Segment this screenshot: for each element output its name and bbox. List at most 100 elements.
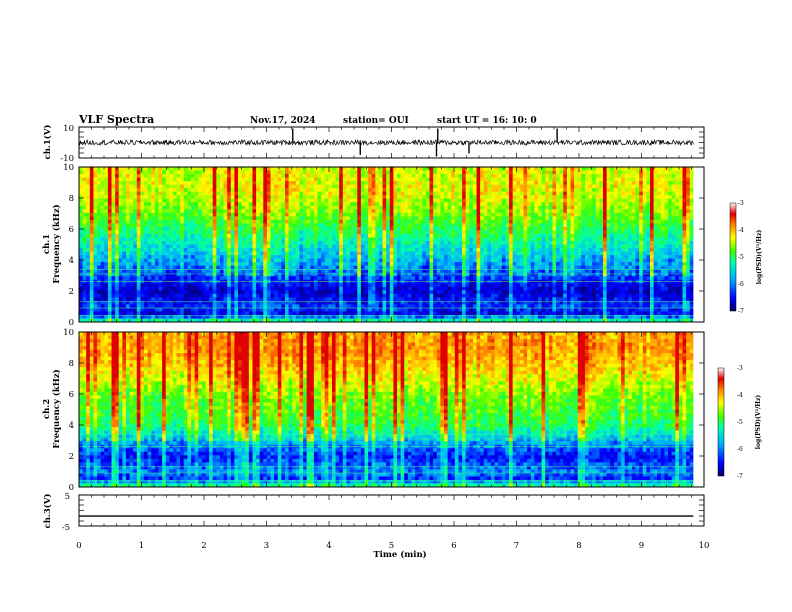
spec-cell bbox=[382, 240, 387, 245]
spec-cell bbox=[317, 226, 322, 231]
spec-cell bbox=[313, 237, 318, 242]
spec-cell bbox=[115, 318, 120, 323]
spec-cell bbox=[118, 191, 123, 196]
spec-cell bbox=[86, 272, 91, 277]
spec-cell bbox=[89, 226, 94, 231]
spec-cell bbox=[346, 170, 351, 175]
spec-cell bbox=[223, 205, 228, 210]
spec-cell bbox=[440, 262, 445, 267]
spec-cell bbox=[342, 219, 347, 224]
spec-cell bbox=[285, 304, 290, 309]
spec-cell bbox=[115, 216, 120, 221]
spec-cell bbox=[259, 297, 264, 302]
spec-cell bbox=[397, 202, 402, 207]
spec-cell bbox=[176, 283, 181, 288]
spec-cell bbox=[324, 283, 329, 288]
spec-cell bbox=[328, 167, 333, 171]
spec-cell bbox=[411, 202, 416, 207]
spec-cell bbox=[93, 209, 98, 214]
spec-cell bbox=[234, 255, 239, 259]
spec-cell bbox=[324, 202, 329, 207]
spec-cell bbox=[194, 290, 199, 295]
spec-cell bbox=[285, 191, 290, 196]
spec-cell bbox=[281, 286, 286, 291]
spec-cell bbox=[451, 307, 456, 312]
spec-cell bbox=[447, 230, 452, 235]
spec-cell bbox=[371, 205, 376, 210]
spec-cell bbox=[180, 304, 185, 309]
spec-cell bbox=[462, 311, 467, 316]
spec-cell bbox=[209, 283, 214, 288]
spec-cell bbox=[140, 272, 145, 277]
spec-cell bbox=[263, 283, 268, 288]
spec-cell bbox=[270, 307, 275, 312]
spec-cell bbox=[400, 255, 405, 259]
spec-cell bbox=[140, 304, 145, 309]
spec-cell bbox=[259, 304, 264, 309]
spec-cell bbox=[216, 286, 221, 291]
spec-cell bbox=[339, 191, 344, 196]
spec-cell bbox=[400, 209, 405, 214]
spec-cell bbox=[147, 198, 152, 203]
spec-cell bbox=[400, 262, 405, 267]
spec-cell bbox=[389, 265, 394, 270]
spec-cell bbox=[205, 283, 210, 288]
spec-cell bbox=[331, 233, 336, 238]
spec-cell bbox=[223, 212, 228, 217]
spec-cell bbox=[133, 269, 138, 274]
spec-cell bbox=[447, 304, 452, 309]
spec-cell bbox=[245, 230, 250, 235]
spec-cell bbox=[425, 202, 430, 207]
spec-cell bbox=[382, 251, 387, 256]
spec-cell bbox=[404, 230, 409, 235]
spec-cell bbox=[407, 255, 412, 259]
spec-cell bbox=[422, 262, 427, 267]
spec-cell bbox=[353, 184, 358, 189]
spec-cell bbox=[212, 177, 217, 182]
spec-cell bbox=[331, 272, 336, 277]
spec-cell bbox=[415, 293, 420, 298]
spec-cell bbox=[458, 205, 463, 210]
spec-cell bbox=[404, 311, 409, 316]
spec-cell bbox=[266, 269, 271, 274]
spec-cell bbox=[158, 223, 163, 228]
spec-cell bbox=[397, 216, 402, 221]
spec-cell bbox=[191, 181, 196, 186]
spec-cell bbox=[136, 300, 141, 305]
spec-cell bbox=[299, 251, 304, 256]
spec-cell bbox=[122, 181, 127, 186]
spec-cell bbox=[339, 290, 344, 295]
spec-cell bbox=[331, 314, 336, 319]
spec-cell bbox=[266, 290, 271, 295]
spec-cell bbox=[133, 314, 138, 319]
spec-cell bbox=[469, 272, 474, 277]
spec-cell bbox=[125, 237, 130, 242]
spec-cell bbox=[350, 223, 355, 228]
spec-cell bbox=[194, 216, 199, 221]
spec-cell bbox=[462, 212, 467, 217]
spec-cell bbox=[230, 314, 235, 319]
spec-cell bbox=[97, 248, 102, 252]
spec-cell bbox=[346, 304, 351, 309]
spec-cell bbox=[462, 244, 467, 249]
spec-cell bbox=[404, 237, 409, 242]
spec-cell bbox=[274, 248, 279, 252]
spec-cell bbox=[429, 248, 434, 252]
spec-cell bbox=[82, 219, 87, 224]
spec-cell bbox=[418, 307, 423, 312]
spec-cell bbox=[180, 251, 185, 256]
spec-cell bbox=[252, 191, 257, 196]
spec-cell bbox=[82, 223, 87, 228]
spec-cell bbox=[353, 170, 358, 175]
spec-cell bbox=[472, 205, 477, 210]
spec-cell bbox=[458, 202, 463, 207]
spec-cell bbox=[176, 314, 181, 319]
spec-cell bbox=[93, 219, 98, 224]
spec-cell bbox=[205, 240, 210, 245]
spec-cell bbox=[335, 293, 340, 298]
spec-cell bbox=[79, 216, 84, 221]
spec-cell bbox=[433, 226, 438, 231]
spec-cell bbox=[89, 223, 94, 228]
spec-cell bbox=[313, 174, 318, 178]
spec-cell bbox=[433, 191, 438, 196]
